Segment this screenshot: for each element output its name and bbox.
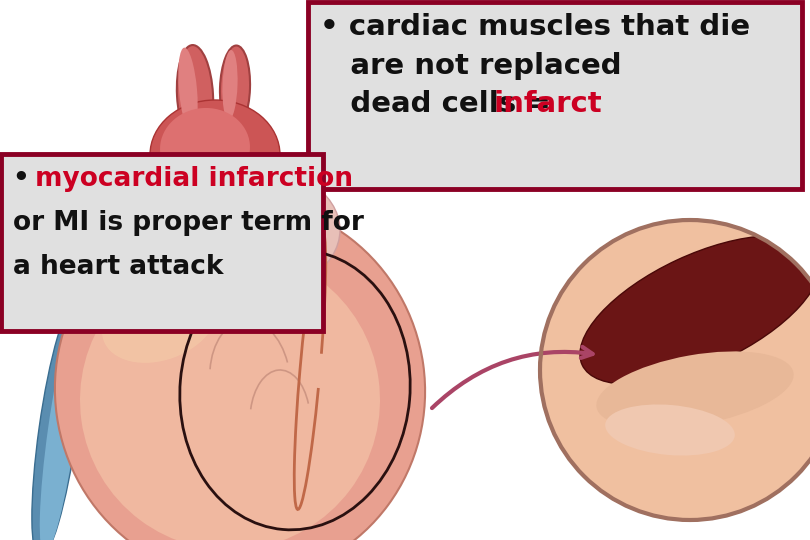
Text: are not replaced: are not replaced	[320, 52, 621, 79]
FancyBboxPatch shape	[309, 2, 802, 189]
Ellipse shape	[160, 108, 250, 188]
Text: •: •	[13, 166, 39, 192]
Ellipse shape	[220, 45, 250, 131]
Text: infarct: infarct	[494, 91, 603, 118]
Text: dead cells =: dead cells =	[320, 91, 561, 118]
Text: myocardial infarction: myocardial infarction	[36, 166, 353, 192]
Ellipse shape	[145, 180, 315, 290]
Ellipse shape	[80, 250, 380, 540]
Text: or MI is proper term for: or MI is proper term for	[13, 210, 364, 236]
Ellipse shape	[102, 277, 218, 363]
Circle shape	[540, 220, 810, 520]
Ellipse shape	[40, 306, 84, 540]
Ellipse shape	[580, 236, 810, 384]
Ellipse shape	[596, 352, 794, 429]
Ellipse shape	[223, 50, 237, 120]
Text: • cardiac muscles that die: • cardiac muscles that die	[320, 13, 750, 40]
Ellipse shape	[177, 45, 213, 145]
FancyBboxPatch shape	[2, 154, 322, 331]
Ellipse shape	[150, 100, 280, 210]
Ellipse shape	[55, 200, 425, 540]
Text: a heart attack: a heart attack	[13, 254, 224, 280]
Ellipse shape	[120, 160, 340, 300]
Ellipse shape	[32, 301, 84, 540]
Ellipse shape	[605, 404, 735, 456]
Ellipse shape	[178, 48, 198, 132]
